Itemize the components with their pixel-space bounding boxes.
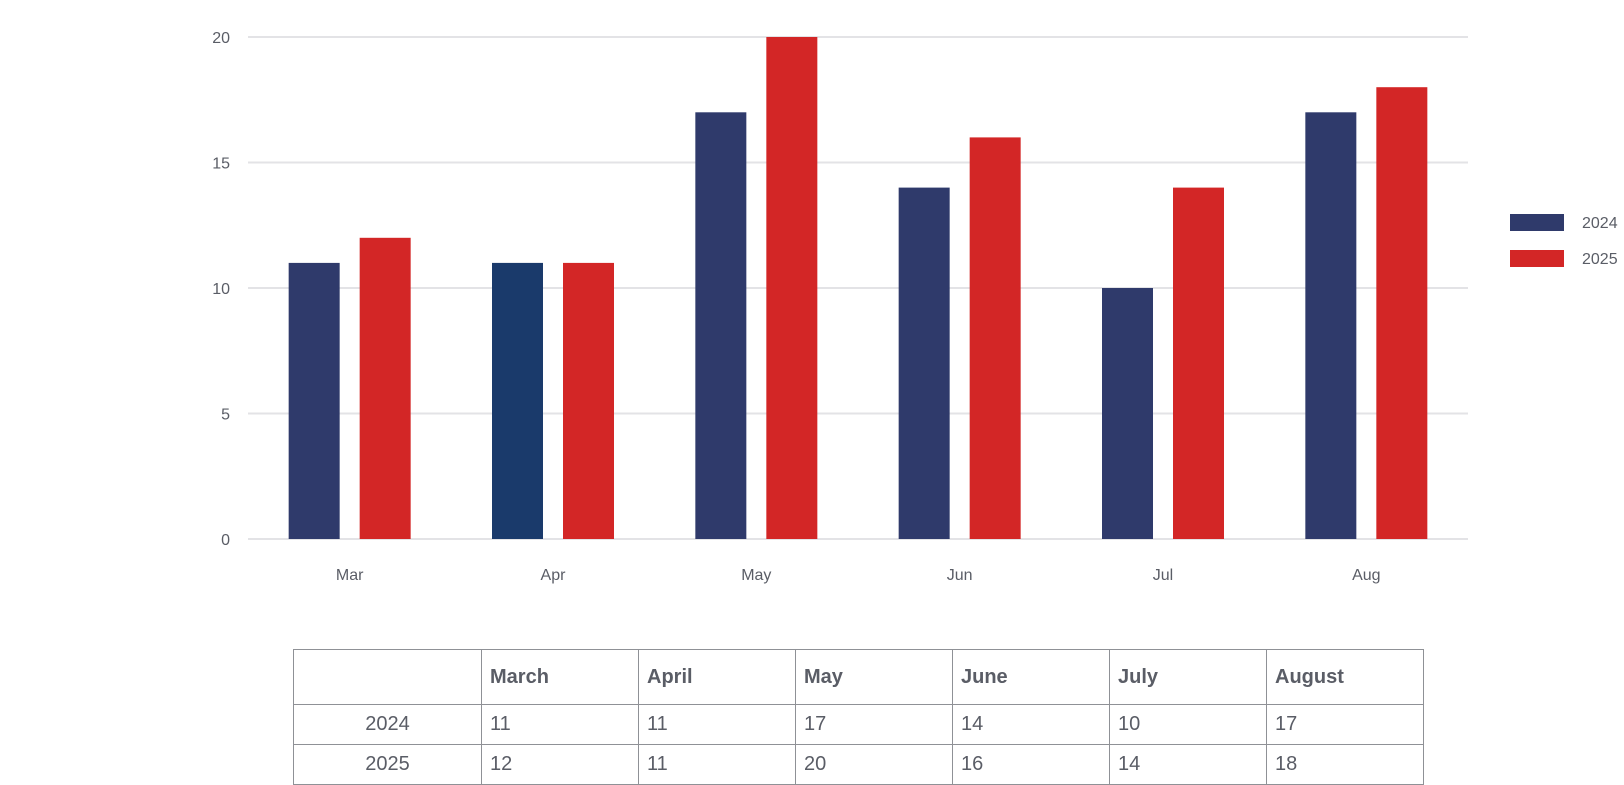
table-cell: 10 [1109, 704, 1267, 745]
table-cell: 17 [1266, 704, 1424, 745]
table-header-row: March April May June July August [293, 649, 1424, 705]
bar-2025-Mar [359, 237, 411, 540]
y-tick-label: 0 [221, 532, 230, 549]
x-category-label: Apr [541, 567, 567, 584]
table-cell: 16 [952, 744, 1110, 785]
row-header: 2025 [293, 744, 482, 785]
column-header: July [1109, 649, 1267, 705]
legend-swatch-2025 [1510, 250, 1564, 267]
bar-2024-Mar [288, 262, 340, 539]
x-category-label: Jul [1153, 567, 1173, 584]
table-cell: 14 [952, 704, 1110, 745]
table-cell: 14 [1109, 744, 1267, 785]
bar-2025-Jul [1173, 187, 1224, 539]
table-cell: 18 [1266, 744, 1424, 785]
x-category-label: Mar [336, 567, 364, 584]
bar-2025-May [766, 37, 818, 539]
bar-chart: 0 5 10 15 20 Mar Apr May Jun Jul Aug 2024 2025 [212, 30, 1618, 584]
legend: 2024 2025 [1510, 214, 1618, 268]
bar-2025-Jun [969, 137, 1021, 539]
table-corner-cell [293, 649, 482, 705]
legend-label-2024: 2024 [1582, 215, 1618, 232]
table-cell: 20 [795, 744, 953, 785]
y-tick-label: 5 [221, 407, 230, 424]
bar-2025-Apr [563, 262, 614, 539]
bar-2025-Aug [1376, 87, 1428, 539]
y-tick-label: 10 [212, 281, 230, 298]
table-cell: 11 [638, 704, 796, 745]
data-table: March April May June July August 2024 11… [293, 649, 1424, 785]
y-axis-ticks: 0 5 10 15 20 [212, 30, 230, 549]
bar-2024-Apr [492, 262, 543, 539]
table-row: 2024 11 11 17 14 10 17 [293, 704, 1424, 745]
x-category-label: May [741, 567, 771, 584]
table-row: 2025 12 11 20 16 14 18 [293, 744, 1424, 785]
column-header: August [1266, 649, 1424, 705]
x-category-label: Aug [1352, 567, 1380, 584]
bar-2024-Jun [898, 187, 950, 539]
table-cell: 17 [795, 704, 953, 745]
column-header: May [795, 649, 953, 705]
x-category-label: Jun [947, 567, 973, 584]
bar-2024-Aug [1305, 112, 1357, 540]
chart-area: 0 5 10 15 20 Mar Apr May Jun Jul Aug 2024 2025 [212, 30, 1618, 584]
bar-2024-Jul [1102, 288, 1153, 539]
bars [288, 37, 1428, 540]
x-axis-labels: Mar Apr May Jun Jul Aug [336, 567, 1381, 584]
table-cell: 11 [638, 744, 796, 785]
bar-2024-May [695, 112, 747, 540]
gridlines [248, 36, 1468, 540]
table-cell: 12 [481, 744, 639, 785]
column-header: March [481, 649, 639, 705]
legend-label-2025: 2025 [1582, 251, 1618, 268]
y-tick-label: 20 [212, 30, 230, 47]
column-header: June [952, 649, 1110, 705]
legend-swatch-2024 [1510, 214, 1564, 231]
row-header: 2024 [293, 704, 482, 745]
table-cell: 11 [481, 704, 639, 745]
column-header: April [638, 649, 796, 705]
y-tick-label: 15 [212, 156, 230, 173]
